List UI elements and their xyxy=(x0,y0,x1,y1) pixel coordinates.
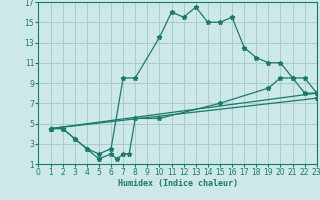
X-axis label: Humidex (Indice chaleur): Humidex (Indice chaleur) xyxy=(118,179,238,188)
